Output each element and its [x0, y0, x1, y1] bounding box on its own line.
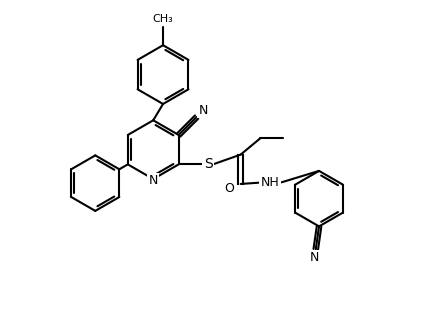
Text: CH₃: CH₃	[153, 14, 173, 24]
Text: N: N	[148, 174, 158, 187]
Text: NH: NH	[261, 176, 279, 189]
Text: S: S	[204, 157, 212, 171]
Text: O: O	[224, 182, 234, 195]
Text: N: N	[198, 104, 208, 117]
Text: N: N	[310, 251, 319, 264]
